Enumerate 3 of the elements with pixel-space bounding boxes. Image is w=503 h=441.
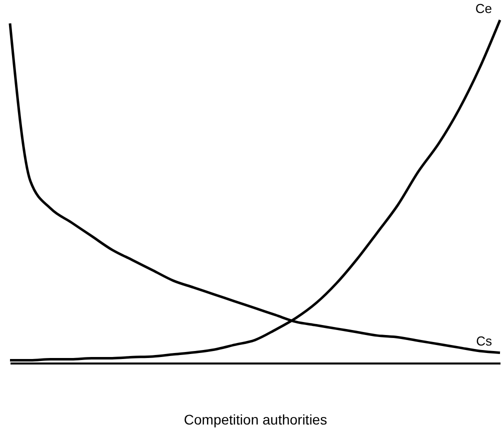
series-label: Ce [475, 1, 492, 16]
series-label: Cs [476, 334, 492, 349]
x-axis-title: Competition authorities [184, 412, 328, 428]
